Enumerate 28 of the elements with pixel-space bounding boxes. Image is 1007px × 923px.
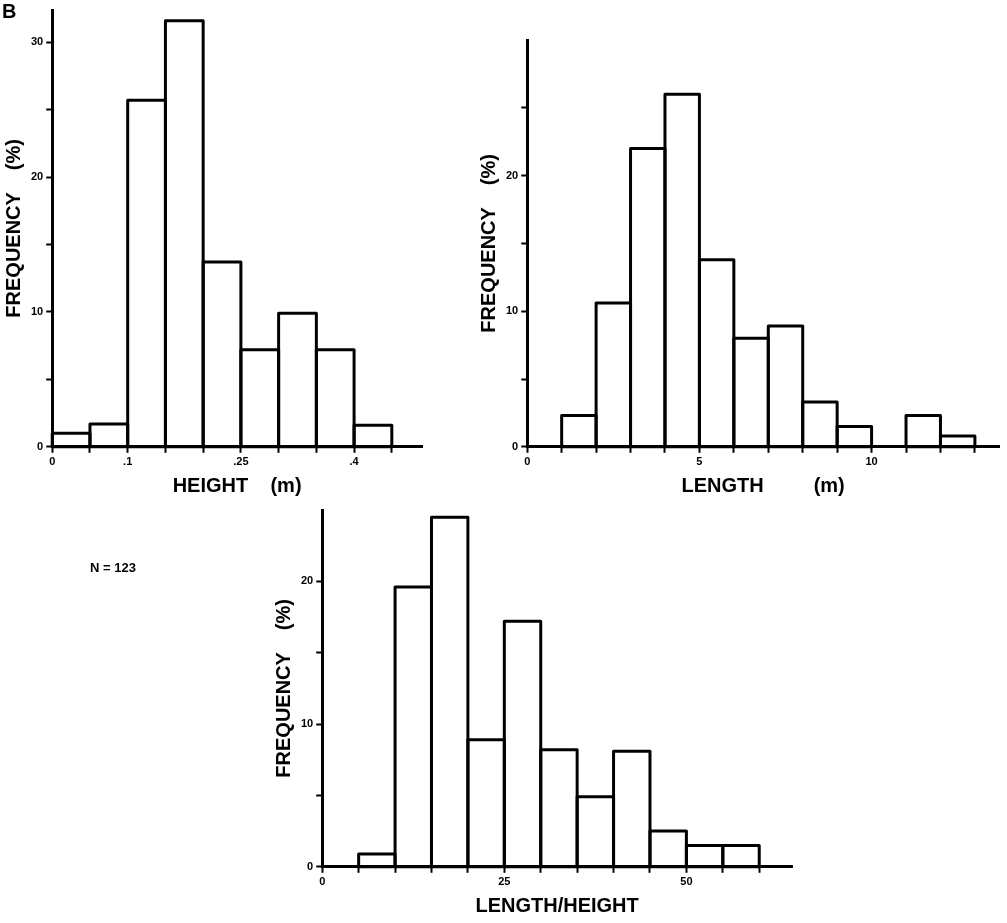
x-tick-label: 5 <box>696 455 703 468</box>
x-tick-label: .25 <box>233 455 249 468</box>
y-tick-label: 10 <box>505 304 519 317</box>
y-tick-label: 20 <box>30 170 44 183</box>
y-tick-label: 10 <box>300 717 314 730</box>
y-tick-label: 10 <box>30 305 44 318</box>
x-tick-label: 0 <box>524 455 531 468</box>
x-tick-label: .1 <box>123 455 133 468</box>
y-axis-title: FREQUENCY (%) <box>476 154 499 333</box>
text: N = 123 <box>90 560 136 575</box>
x-axis-title: HEIGHT (m) <box>172 473 302 496</box>
y-axis-title: FREQUENCY (%) <box>271 599 294 778</box>
x-tick-label: 10 <box>865 455 878 468</box>
y-tick-label: 20 <box>505 168 519 181</box>
y-axis-title: FREQUENCY (%) <box>1 139 24 318</box>
y-tick-label: 0 <box>37 439 44 452</box>
x-axis-title: LENGTH (m) <box>681 473 845 496</box>
y-tick-label: 20 <box>300 574 314 587</box>
x-tick-label: 25 <box>498 875 511 888</box>
x-tick-label: .4 <box>349 455 360 468</box>
y-tick-label: 0 <box>512 439 519 452</box>
y-tick-label: 30 <box>30 35 44 48</box>
x-tick-label: 0 <box>319 875 326 888</box>
y-tick-label: 0 <box>307 859 314 872</box>
x-axis-title: LENGTH/HEIGHT <box>475 893 639 916</box>
x-tick-label: 50 <box>680 875 693 888</box>
x-tick-label: 0 <box>49 455 56 468</box>
text: B <box>2 0 17 23</box>
